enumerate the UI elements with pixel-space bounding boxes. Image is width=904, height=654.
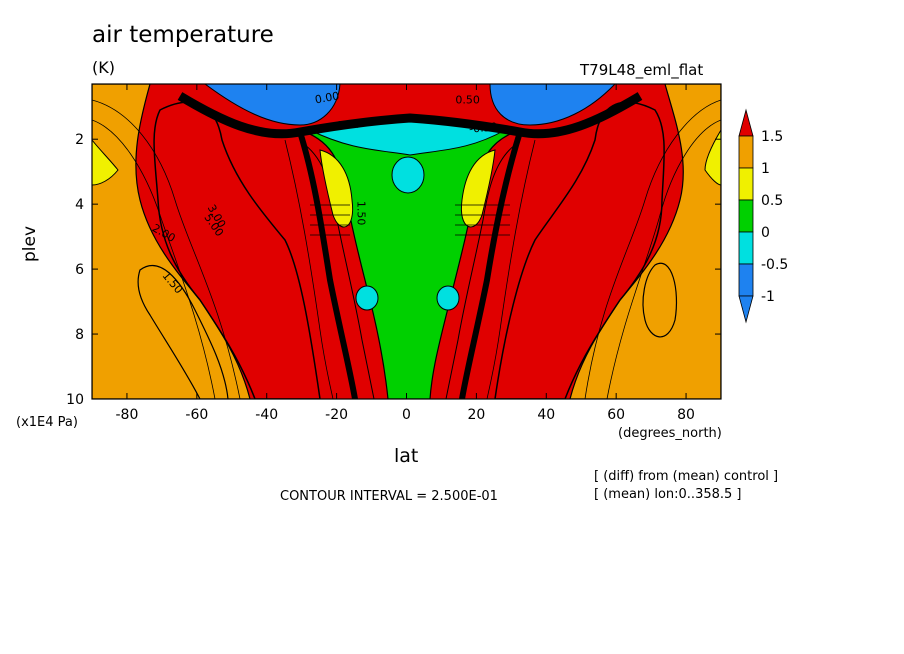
contour-label: 0.00 xyxy=(314,89,340,106)
region-orange-right xyxy=(569,84,721,399)
colorbar-segment xyxy=(738,199,754,233)
x-axis-label: lat xyxy=(394,445,419,467)
mean-note: [ (mean) lon:0..358.5 ] xyxy=(594,487,742,502)
region-blue-left xyxy=(204,84,341,126)
y-tick-label: 4 xyxy=(75,197,84,213)
colorbar-triangle-bottom xyxy=(738,295,754,324)
region-cyan-core xyxy=(391,156,425,194)
colorbar-segment xyxy=(738,167,754,201)
colorbar-triangle-top xyxy=(738,108,754,137)
contour-line xyxy=(92,99,241,399)
region-orange-right-low xyxy=(642,262,678,338)
contour-label: 0.50 xyxy=(455,93,480,106)
experiment-label: T79L48_eml_flat xyxy=(580,61,704,79)
contour-label: 0.00 xyxy=(336,117,362,132)
x-tick-label: 20 xyxy=(467,407,485,423)
region-yellow-shoulder-right xyxy=(460,149,496,228)
colorbar-label: 1 xyxy=(761,161,770,177)
plot-field xyxy=(92,84,721,399)
region-cyan-left-blob xyxy=(355,285,379,311)
x-axis-units: (degrees_north) xyxy=(618,426,722,441)
y-tick-label: 6 xyxy=(75,262,84,278)
region-yellow-center-right xyxy=(445,144,516,399)
contour-line xyxy=(584,99,721,399)
x-tick-label: -60 xyxy=(185,407,208,423)
x-tick-label: -40 xyxy=(255,407,278,423)
colorbar-label: 0.5 xyxy=(761,193,783,209)
y-axis-multiplier: (x1E4 Pa) xyxy=(16,415,78,430)
colorbar-label: -0.5 xyxy=(761,257,788,273)
contour-line xyxy=(455,204,510,236)
y-tick-label: 8 xyxy=(75,327,84,343)
diff-note: [ (diff) from (mean) control ] xyxy=(594,469,779,484)
colorbar-segment xyxy=(738,263,754,297)
contour-band-left xyxy=(297,131,358,399)
x-tick-label: 60 xyxy=(607,407,625,423)
colorbar-label: -1 xyxy=(761,289,775,305)
region-blue-right xyxy=(489,84,616,126)
contour-line xyxy=(310,204,350,236)
y-tick-label: 10 xyxy=(66,392,84,408)
region-cyan-right-blob xyxy=(436,285,460,311)
contour-line xyxy=(606,119,721,399)
region-yellow-right xyxy=(704,129,721,186)
contour-lines xyxy=(92,99,721,399)
region-yellow-shoulder-left xyxy=(319,149,354,228)
x-tick-label: -20 xyxy=(325,407,348,423)
x-tick-label: 40 xyxy=(537,407,555,423)
x-tick-label: -80 xyxy=(116,407,139,423)
contour-line xyxy=(92,119,216,399)
contour-interval: CONTOUR INTERVAL = 2.500E-01 xyxy=(280,489,498,504)
colorbar: 1.5 1 0.5 0 -0.5 -1 xyxy=(738,108,788,324)
contour-line xyxy=(284,139,334,399)
colorbar-label: 0 xyxy=(761,225,770,241)
region-orange-left xyxy=(92,84,251,399)
contour-line xyxy=(486,139,536,399)
colorbar-segment xyxy=(738,231,754,265)
contour-label: 1.50 xyxy=(355,201,368,226)
axis-ticks: -80 -60 -40 -20 0 20 40 60 80 2 4 6 8 10 xyxy=(66,84,721,423)
chart-units: (K) xyxy=(92,58,115,77)
colorbar-segment xyxy=(738,135,754,169)
contour-band-top xyxy=(177,92,643,139)
colorbar-label: 1.5 xyxy=(761,129,783,145)
contour-label: -0.50 xyxy=(469,120,498,135)
chart-title: air temperature xyxy=(92,22,274,48)
x-tick-label: 80 xyxy=(677,407,695,423)
y-tick-label: 2 xyxy=(75,132,84,148)
x-tick-label: 0 xyxy=(402,407,411,423)
contour-band-right xyxy=(459,131,523,399)
region-yellow-left xyxy=(92,139,119,186)
